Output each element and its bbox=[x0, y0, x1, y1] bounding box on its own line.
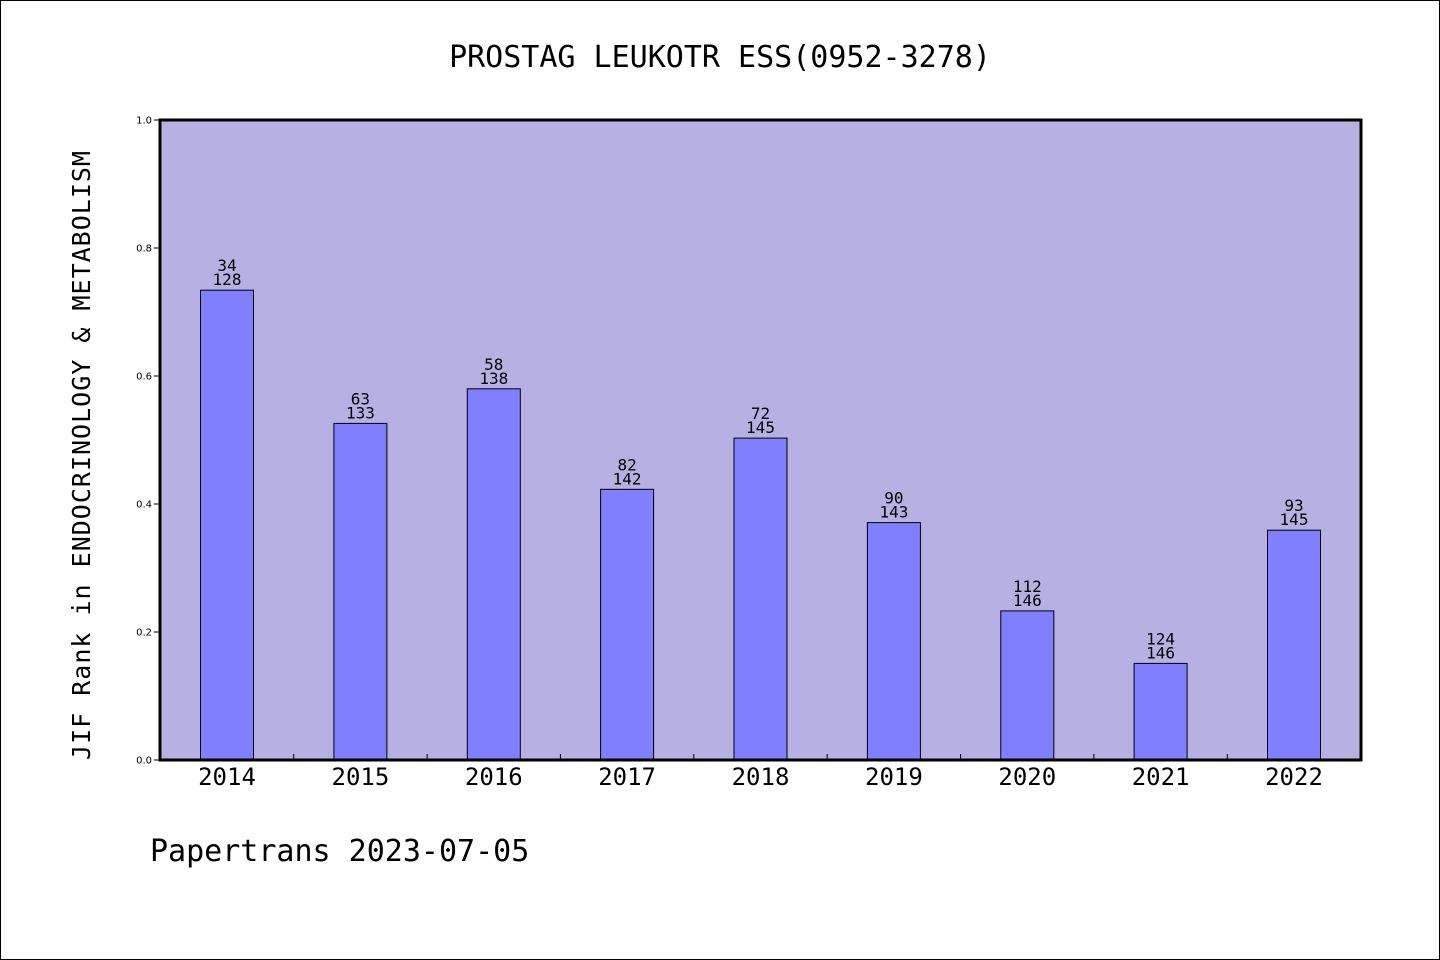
bar-2019 bbox=[866, 522, 921, 761]
bar-2018 bbox=[733, 437, 788, 761]
y-axis-ticks: 0.0 0.2 0.4 0.6 0.8 1.0 bbox=[136, 116, 160, 767]
bar-total-label-2014: 128 bbox=[213, 270, 242, 289]
y-tick-label-1: 0.2 bbox=[136, 628, 152, 639]
bar-total-label-2019: 143 bbox=[879, 503, 908, 522]
bar-rank-label-2016: 58 bbox=[484, 355, 503, 374]
bar-2015 bbox=[333, 422, 388, 761]
x-tick-label-2014: 2014 bbox=[198, 763, 256, 791]
bar-rank-label-2021: 124 bbox=[1146, 629, 1175, 648]
bar-rank-label-2015: 63 bbox=[351, 389, 370, 408]
y-tick-label-5: 1.0 bbox=[136, 116, 152, 127]
x-tick-label-2015: 2015 bbox=[332, 763, 390, 791]
footer-credit: Papertrans 2023-07-05 bbox=[150, 834, 530, 869]
bar-rank-label-2017: 82 bbox=[617, 455, 636, 474]
y-tick-label-3: 0.6 bbox=[136, 372, 152, 383]
x-tick-label-2017: 2017 bbox=[598, 763, 656, 791]
bar-2021 bbox=[1133, 662, 1188, 761]
bar-2016 bbox=[466, 388, 521, 761]
bar-rank-label-2022: 93 bbox=[1284, 496, 1303, 515]
bar-total-label-2016: 138 bbox=[479, 369, 508, 388]
plot-border bbox=[158, 118, 1363, 762]
bar-rank-label-2019: 90 bbox=[884, 489, 903, 508]
bars-layer: 3412863133581388214272145901431121461241… bbox=[200, 256, 1321, 761]
bar-rank-label-2018: 72 bbox=[751, 404, 770, 423]
y-tick-label-0: 0.0 bbox=[136, 756, 152, 767]
x-tick-label-2020: 2020 bbox=[998, 763, 1056, 791]
y-axis-label: JIF Rank in ENDOCRINOLOGY & METABOLISM bbox=[67, 150, 96, 760]
bar-total-label-2022: 145 bbox=[1280, 510, 1309, 529]
chart-title: PROSTAG LEUKOTR ESS(0952-3278) bbox=[449, 40, 991, 75]
bar-2020 bbox=[1000, 610, 1055, 761]
bar-total-label-2015: 133 bbox=[346, 403, 375, 422]
y-tick-label-2: 0.4 bbox=[136, 500, 152, 511]
bar-2017 bbox=[600, 488, 655, 761]
bar-rank-label-2014: 34 bbox=[217, 256, 236, 275]
x-tick-label-2018: 2018 bbox=[732, 763, 790, 791]
bar-rank-label-2020: 112 bbox=[1013, 577, 1042, 596]
y-tick-label-4: 0.8 bbox=[136, 244, 152, 255]
bar-total-label-2021: 146 bbox=[1146, 643, 1175, 662]
x-axis-ticks: 2014 2015 2016 2017 2018 2019 2020 2021 2022 bbox=[198, 754, 1323, 791]
bar-total-label-2017: 142 bbox=[613, 469, 642, 488]
bar-2014 bbox=[200, 289, 254, 761]
x-tick-label-2016: 2016 bbox=[465, 763, 523, 791]
bar-2022 bbox=[1267, 529, 1321, 761]
bar-total-label-2018: 145 bbox=[746, 418, 775, 437]
bar-total-label-2020: 146 bbox=[1013, 591, 1042, 610]
x-tick-label-2022: 2022 bbox=[1265, 763, 1323, 791]
x-tick-label-2019: 2019 bbox=[865, 763, 923, 791]
x-tick-label-2021: 2021 bbox=[1132, 763, 1190, 791]
